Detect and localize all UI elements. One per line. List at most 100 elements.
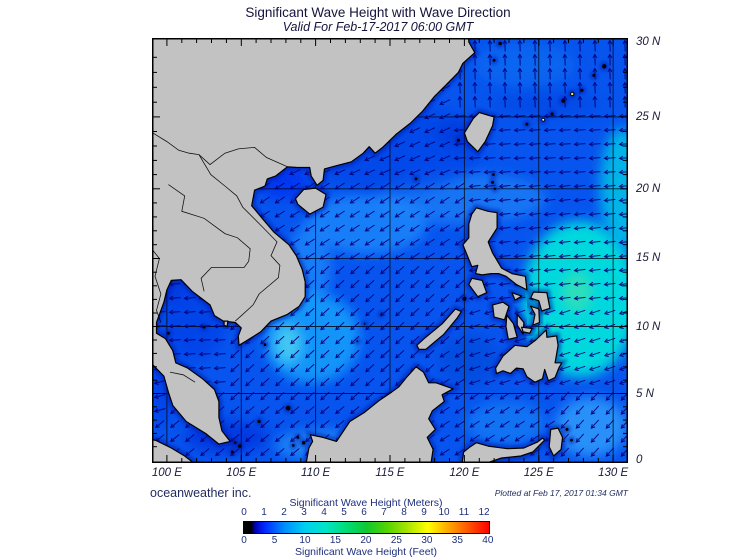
islet xyxy=(202,325,206,329)
axis-ticks xyxy=(153,39,627,462)
islet xyxy=(561,98,566,103)
islet xyxy=(462,296,467,301)
lat-tick-label: 5 N xyxy=(636,387,654,400)
land-taiwan xyxy=(463,111,495,153)
land-asia-mainland xyxy=(152,38,476,445)
legend-title-feet: Significant Wave Height (Feet) xyxy=(294,546,437,558)
islet xyxy=(166,331,170,335)
land-masbate xyxy=(511,292,523,301)
country-borders xyxy=(152,131,288,383)
meters-scale-value: 10 xyxy=(438,507,450,518)
land-sumatra xyxy=(152,438,195,463)
meters-scale-value: 8 xyxy=(401,507,407,518)
land-samar xyxy=(530,291,551,312)
islet xyxy=(238,444,242,448)
lon-tick-label: 105 E xyxy=(226,467,257,479)
islet xyxy=(301,440,306,445)
meters-scale-value: 7 xyxy=(381,507,387,518)
lat-tick-label: 25 N xyxy=(636,110,661,123)
lat-tick-label: 20 N xyxy=(636,182,661,195)
islet xyxy=(592,73,596,77)
land-hainan xyxy=(294,187,327,215)
islet xyxy=(565,427,569,431)
meters-scale-value: 5 xyxy=(341,507,347,518)
feet-scale-value: 15 xyxy=(329,535,341,546)
lat-tick-label: 0 xyxy=(636,454,643,466)
lon-tick-label: 120 E xyxy=(449,467,480,479)
feet-scale-value: 20 xyxy=(360,535,372,546)
land-luzon xyxy=(462,207,528,291)
meters-scale-value: 1 xyxy=(261,507,267,518)
land-leyte xyxy=(530,305,541,326)
meters-scale-value: 0 xyxy=(241,507,247,518)
lon-tick-label: 125 E xyxy=(523,467,554,479)
land-layer xyxy=(152,38,607,463)
map-canvas-holder xyxy=(152,38,628,463)
page-title: Significant Wave Height with Wave Direct… xyxy=(245,5,511,20)
lat-tick-label: 15 N xyxy=(636,252,661,265)
feet-scale-value: 25 xyxy=(390,535,402,546)
islet xyxy=(492,58,496,62)
feet-scale-value: 35 xyxy=(451,535,463,546)
map-svg xyxy=(152,38,628,463)
islet xyxy=(263,343,267,347)
lon-tick-label: 115 E xyxy=(375,467,405,479)
islet xyxy=(414,177,418,181)
lat-tick-label: 30 N xyxy=(636,36,661,48)
islet xyxy=(492,173,495,176)
islet xyxy=(356,340,359,343)
islet xyxy=(491,180,495,184)
land-halmahera xyxy=(548,427,564,457)
islet xyxy=(550,112,554,116)
wave-height-colorbar xyxy=(243,521,490,534)
meters-scale-value: 4 xyxy=(321,507,327,518)
islet xyxy=(580,88,584,92)
islet xyxy=(230,450,234,454)
meters-scale-value: 9 xyxy=(421,507,427,518)
lon-tick-label: 130 E xyxy=(598,467,629,479)
station-marker xyxy=(542,118,545,121)
islet xyxy=(525,122,529,126)
meters-scale-value: 2 xyxy=(281,507,287,518)
meters-scale-value: 11 xyxy=(458,507,470,518)
station-marker xyxy=(571,92,574,96)
plotted-timestamp: Plotted at Feb 17, 2017 01:34 GMT xyxy=(494,488,628,498)
lon-tick-label: 110 E xyxy=(301,467,331,479)
feet-scale-value: 10 xyxy=(299,535,311,546)
lat-tick-label: 10 N xyxy=(636,320,661,333)
islet xyxy=(498,41,502,46)
meters-scale-value: 6 xyxy=(361,507,367,518)
islet xyxy=(602,64,607,69)
valid-time-subtitle: Valid For Feb-17-2017 06:00 GMT xyxy=(282,20,474,34)
islet xyxy=(456,138,460,142)
credit-text: oceanweather inc. xyxy=(150,486,252,500)
lon-tick-label: 100 E xyxy=(151,467,182,479)
islet xyxy=(380,313,382,316)
legend-title-meters: Significant Wave Height (Meters) xyxy=(289,497,443,509)
feet-scale-value: 0 xyxy=(241,535,247,546)
land-negros xyxy=(505,314,518,340)
islet xyxy=(493,187,497,190)
land-panay xyxy=(492,301,510,321)
land-bohol xyxy=(521,326,533,334)
meters-scale-value: 3 xyxy=(301,507,307,518)
land-mindoro xyxy=(468,277,488,298)
feet-scale-value: 40 xyxy=(482,535,494,546)
islet xyxy=(570,438,573,442)
islet xyxy=(257,419,261,424)
land-borneo xyxy=(305,366,454,463)
land-mindanao xyxy=(495,329,563,383)
land-palawan xyxy=(416,308,462,350)
feet-scale-value: 5 xyxy=(271,535,278,546)
land-sulawesi xyxy=(461,437,546,463)
map-frame xyxy=(152,38,628,463)
land-phu-quoc xyxy=(223,320,229,328)
islet xyxy=(292,444,295,447)
feet-scale-value: 30 xyxy=(421,535,433,546)
islet xyxy=(363,322,366,325)
islet xyxy=(296,436,300,439)
islet xyxy=(234,441,237,444)
meters-scale-value: 12 xyxy=(478,507,490,518)
islet xyxy=(285,405,291,411)
